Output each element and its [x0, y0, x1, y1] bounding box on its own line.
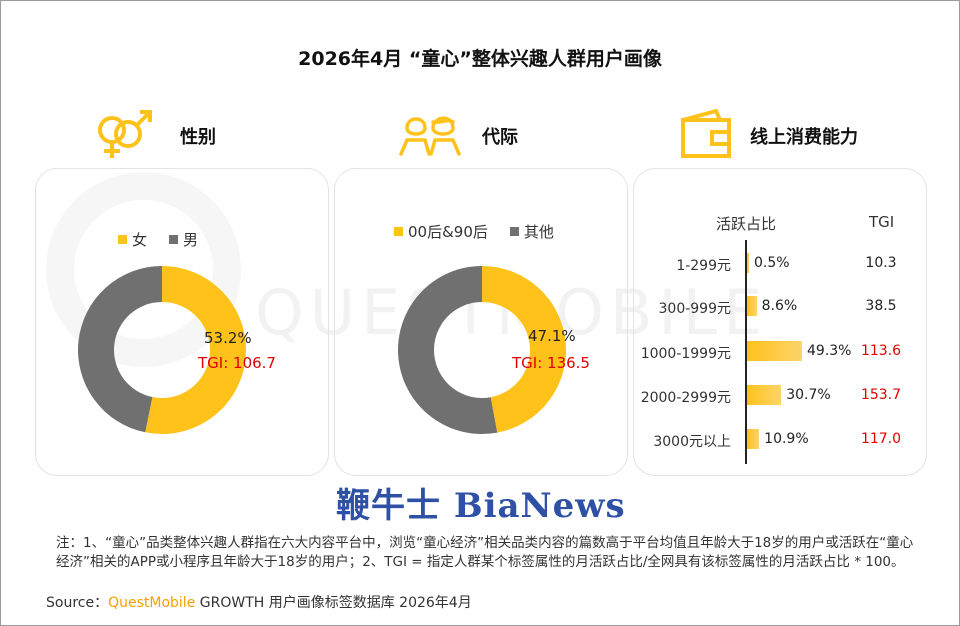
bar: [747, 296, 757, 316]
donut-slice-0: [145, 266, 247, 434]
bar-tgi-label: 113.6: [860, 343, 902, 359]
legend-label-other: 其他: [523, 223, 554, 241]
legend-item-male: 男: [169, 229, 198, 250]
bar-category-label: 300-999元: [658, 301, 732, 317]
source-line: Source：QuestMobile GROWTH 用户画像标签数据库 2026…: [46, 592, 472, 612]
generation-value-label: 47.1%: [528, 327, 576, 345]
legend-swatch-other: [509, 227, 519, 236]
bar-value-label: 49.3%: [807, 343, 852, 359]
bar: [747, 429, 760, 449]
section-label-spending: 线上消费能力: [750, 127, 858, 148]
page-title: 2026年4月 “童心”整体兴趣人群用户画像: [298, 48, 662, 70]
legend-item-other: 其他: [509, 221, 554, 242]
generation-donut-chart: [397, 266, 566, 434]
bar: [747, 253, 749, 273]
bar-tgi-label: 38.5: [865, 298, 897, 314]
bar-value-label: 0.5%: [754, 255, 790, 271]
section-label-gender: 性别: [180, 127, 216, 148]
gender-tgi-label: TGI: 106.7: [198, 354, 276, 372]
legend-label-male: 男: [183, 231, 199, 249]
legend-item-young: 00后&90后: [394, 221, 488, 242]
legend-label-female: 女: [132, 231, 148, 249]
col-header-active: 活跃占比: [716, 215, 777, 233]
section-label-generation: 代际: [482, 127, 518, 148]
bar-value-label: 30.7%: [786, 387, 831, 403]
wallet-icon: [681, 108, 731, 158]
bar: [747, 385, 782, 405]
legend-label-young: 00后&90后: [408, 223, 488, 241]
bar-tgi-label: 153.7: [860, 387, 902, 403]
col-header-tgi: TGI: [869, 213, 895, 231]
donut-slice-1: [397, 266, 498, 434]
source-brand: QuestMobile: [108, 595, 196, 611]
bar-category-label: 1000-1999元: [640, 346, 731, 362]
bar-category-label: 2000-2999元: [640, 390, 731, 406]
bar-tgi-label: 117.0: [860, 431, 902, 447]
legend-swatch-young: [394, 227, 403, 236]
bar-axis: [745, 240, 747, 464]
gender-symbols-icon: [98, 110, 152, 158]
donut-slice-1: [78, 266, 162, 433]
bar-value-label: 8.6%: [761, 298, 798, 314]
bianews-logo: 鞭牛士 BiaNews: [336, 486, 626, 526]
legend-swatch-female: [118, 235, 127, 244]
gender-value-label: 53.2%: [204, 329, 252, 347]
gender-card: [35, 168, 329, 476]
gender-legend: 女 男: [118, 229, 220, 250]
generation-legend: 00后&90后 其他: [394, 221, 576, 242]
bar-value-label: 10.9%: [764, 431, 809, 447]
legend-swatch-male: [169, 235, 179, 244]
bar-category-label: 1-299元: [676, 258, 731, 274]
gender-donut-chart: [78, 266, 247, 434]
donut-slice-0: [482, 266, 566, 433]
two-people-icon: [399, 116, 461, 156]
legend-item-female: 女: [118, 229, 147, 250]
spending-card: [633, 168, 927, 476]
generation-tgi-label: TGI: 136.5: [512, 354, 590, 372]
source-prefix: Source：: [46, 595, 109, 611]
footnote: 注：1、“童心”品类整体兴趣人群指在六大内容平台中，浏览“童心经济”相关品类内容…: [56, 535, 914, 570]
source-rest: GROWTH 用户画像标签数据库 2026年4月: [195, 595, 472, 611]
bar: [747, 341, 802, 361]
generation-card: [334, 168, 628, 476]
bar-tgi-label: 10.3: [865, 255, 897, 271]
bar-category-label: 3000元以上: [653, 434, 731, 450]
